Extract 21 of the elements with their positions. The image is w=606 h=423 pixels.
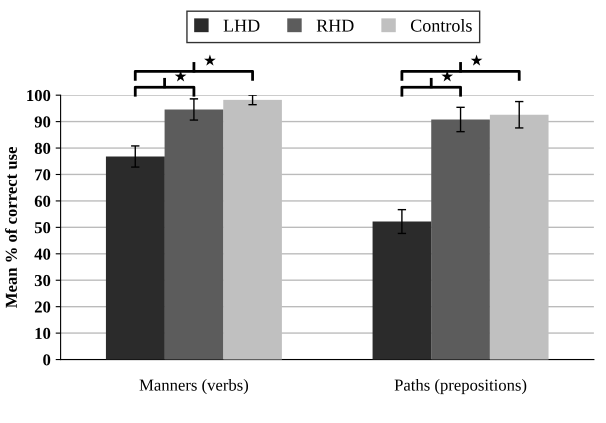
y-tick-label: 10 bbox=[36, 328, 50, 340]
y-tick-label: 0 bbox=[43, 354, 50, 366]
y-axis-title: Mean % of correct use bbox=[5, 146, 17, 308]
y-tick-label: 80 bbox=[34, 142, 50, 154]
y-tick-label: 60 bbox=[34, 196, 50, 207]
legend-label: RHD bbox=[316, 20, 354, 32]
y-tick-label: 90 bbox=[34, 116, 50, 128]
y-tick-label: 40 bbox=[34, 248, 50, 260]
y-tick-label: 30 bbox=[34, 274, 50, 286]
y-tick-label: 70 bbox=[35, 169, 50, 180]
x-tick-label: Manners (verbs) bbox=[140, 378, 248, 394]
text: ★ bbox=[470, 54, 482, 66]
y-tick-label: 100 bbox=[27, 90, 50, 102]
text: ★ bbox=[204, 54, 216, 66]
text: ★ bbox=[174, 70, 186, 82]
legend-label: LHD bbox=[224, 20, 260, 32]
text: ★ bbox=[441, 70, 454, 82]
x-tick-label: Paths (prepositions) bbox=[394, 378, 526, 394]
y-tick-label: 50 bbox=[34, 222, 50, 234]
legend-label: Controls bbox=[410, 19, 472, 32]
y-tick-label: 20 bbox=[34, 301, 50, 313]
